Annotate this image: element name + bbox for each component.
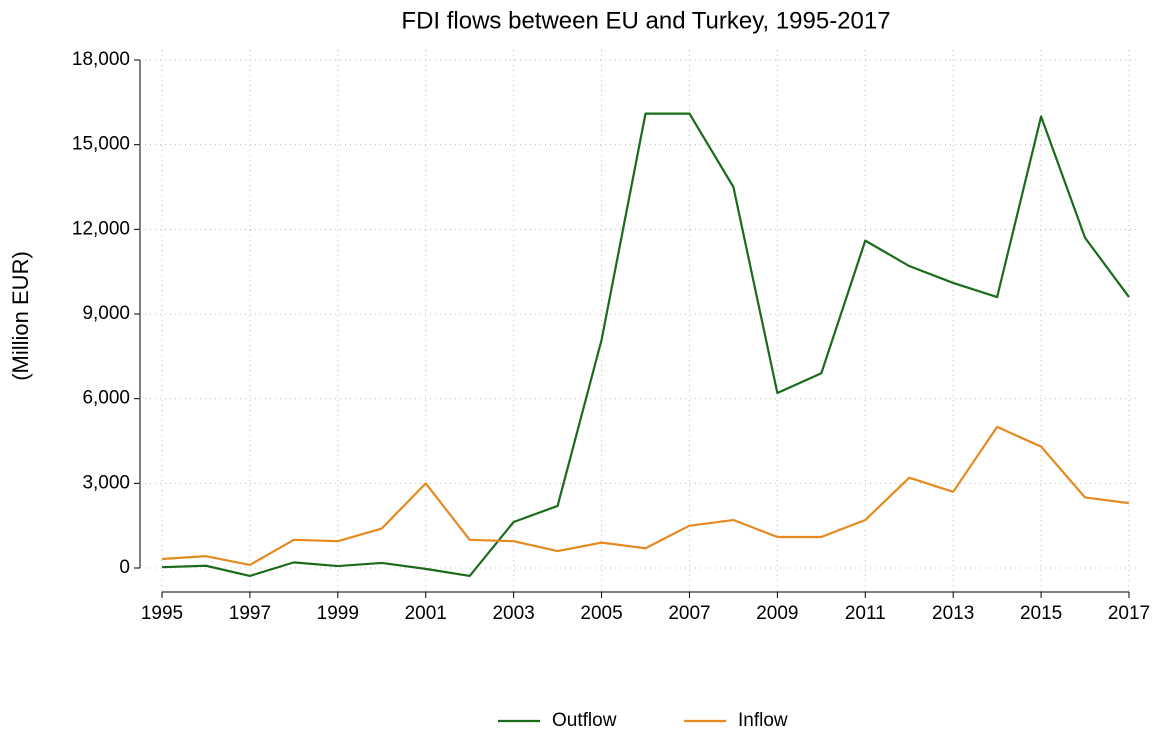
- y-tick-label: 12,000: [72, 218, 130, 239]
- series-line: [161, 425, 1130, 567]
- chart-title: FDI flows between EU and Turkey, 1995-20…: [401, 7, 890, 34]
- x-tick-label: 1999: [317, 603, 359, 624]
- x-tick-label: 2003: [492, 603, 534, 624]
- y-axis-label: (Million EUR): [8, 251, 33, 381]
- y-tick-label: 3,000: [82, 472, 130, 493]
- series-line: [161, 112, 1130, 578]
- x-tick-label: 2005: [580, 603, 622, 624]
- y-tick-label: 15,000: [72, 134, 130, 155]
- y-tick-label: 0: [119, 557, 130, 578]
- y-tick-label: 6,000: [82, 388, 130, 409]
- x-tick-label: 2015: [1020, 603, 1062, 624]
- x-tick-label: 1995: [141, 603, 183, 624]
- x-tick-label: 2007: [668, 603, 710, 624]
- y-tick-label: 18,000: [72, 49, 130, 70]
- legend-label: Inflow: [738, 710, 788, 731]
- x-tick-label: 2017: [1108, 603, 1150, 624]
- x-tick-label: 2013: [932, 603, 974, 624]
- y-tick-label: 9,000: [82, 303, 130, 324]
- x-tick-label: 2011: [845, 603, 886, 624]
- x-tick-label: 2009: [756, 603, 798, 624]
- legend-label: Outflow: [552, 710, 617, 731]
- x-tick-label: 1997: [229, 603, 271, 624]
- x-tick-label: 2001: [405, 603, 447, 624]
